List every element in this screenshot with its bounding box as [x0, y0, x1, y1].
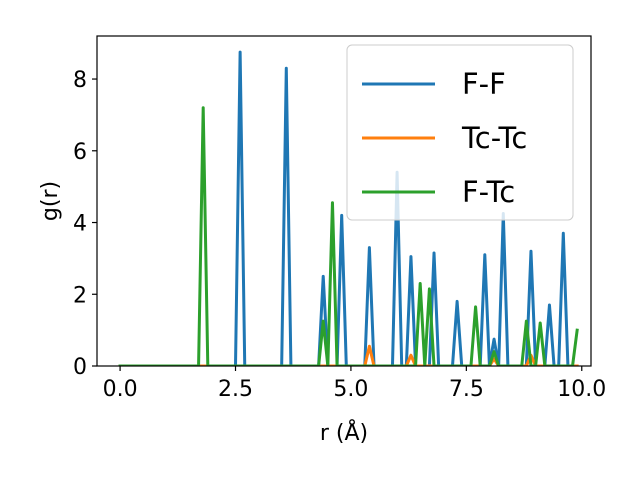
x-tick-label: 2.5 — [218, 377, 253, 402]
x-tick-label: 10.0 — [557, 377, 606, 402]
legend-label-f-tc: F-Tc — [462, 175, 515, 209]
x-tick-label: 0.0 — [103, 377, 138, 402]
ticks: 0.0 2.5 5.0 7.5 10.0 0 2 4 6 8 — [73, 68, 606, 402]
plot-frame — [96, 35, 592, 367]
y-tick-label: 4 — [73, 212, 87, 237]
legend-label-f-f: F-F — [462, 67, 506, 101]
x-tick-label: 5.0 — [333, 377, 368, 402]
series-line-f-tc — [118, 106, 579, 366]
x-tick-label: 7.5 — [449, 377, 484, 402]
series-layer — [118, 50, 579, 366]
axes — [96, 35, 592, 367]
y-tick-label: 2 — [73, 283, 87, 308]
y-axis-label: g(r) — [38, 181, 63, 221]
x-axis-label: r (Å) — [320, 419, 368, 446]
legend-label-tc-tc: Tc-Tc — [461, 121, 527, 155]
y-tick-label: 0 — [73, 355, 87, 380]
legend: F-F Tc-Tc F-Tc — [346, 44, 574, 221]
y-tick-label: 6 — [73, 140, 87, 165]
y-tick-label: 8 — [73, 68, 87, 93]
legend-box — [346, 44, 574, 221]
